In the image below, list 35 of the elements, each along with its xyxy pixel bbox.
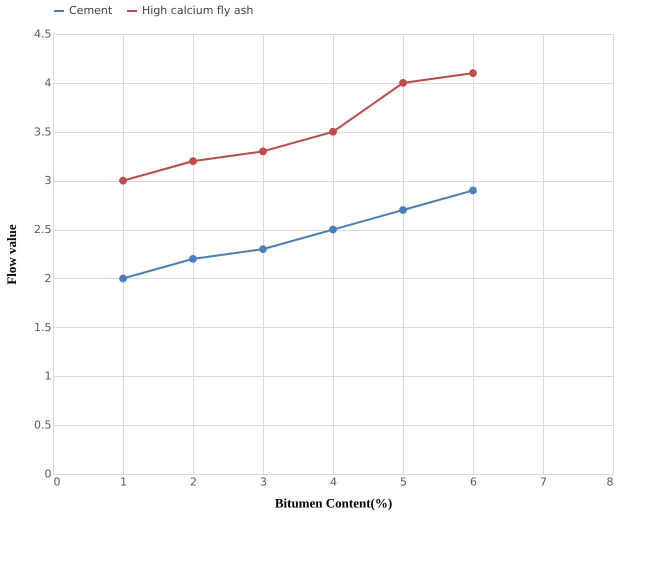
x-tick-label: 6: [470, 476, 477, 488]
legend-label: Cement: [69, 4, 113, 17]
legend-label: High calcium fly ash: [142, 4, 254, 17]
point: [259, 147, 267, 156]
point: [329, 226, 337, 234]
point: [189, 255, 197, 263]
y-tick-label: 2: [44, 272, 52, 285]
x-tick-label: 5: [400, 476, 407, 488]
y-tick-label: 4.5: [34, 28, 52, 40]
point: [399, 79, 407, 87]
point: [469, 186, 477, 194]
point: [469, 69, 477, 77]
point: [329, 128, 337, 136]
x-tick-label: 0: [54, 476, 60, 488]
y-tick-label: 1: [44, 370, 52, 383]
y-tick-label: 0.5: [34, 418, 52, 432]
x-tick-label: 8: [606, 476, 614, 488]
x-tick-label: 4: [330, 476, 337, 488]
x-tick-label: 3: [260, 476, 267, 488]
x-tick-label: 1: [120, 476, 127, 488]
point: [189, 157, 197, 165]
point: [119, 176, 127, 185]
y-tick-label: 4: [44, 76, 52, 90]
x-tick-label: 2: [190, 476, 197, 488]
x-tick-label: 7: [540, 476, 547, 488]
y-tick-label: 0: [44, 468, 52, 480]
y-axis-title: Flow value: [4, 224, 20, 285]
y-tick-label: 3: [44, 174, 52, 188]
point: [399, 206, 407, 214]
y-tick-label: 3.5: [34, 125, 52, 138]
y-tick-label: 1.5: [34, 320, 52, 334]
point: [119, 274, 127, 282]
point: [259, 245, 267, 253]
y-tick-label: 2.5: [34, 223, 52, 236]
x-axis-title: Bitumen Content(%): [274, 496, 392, 510]
